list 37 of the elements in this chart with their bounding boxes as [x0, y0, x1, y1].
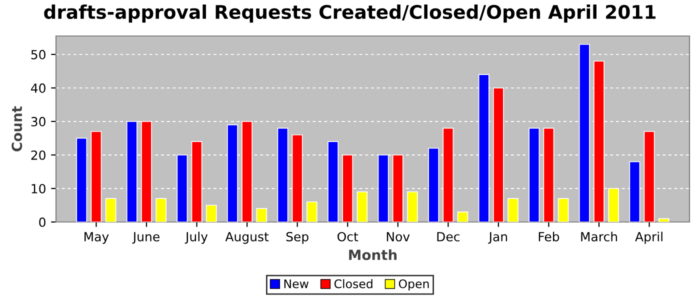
x-tick-label: August: [225, 232, 269, 244]
legend-label: New: [284, 279, 308, 288]
bar: [356, 191, 368, 222]
bar: [242, 121, 253, 222]
x-tick-label: Oct: [338, 232, 358, 242]
bar: [658, 218, 670, 222]
x-axis-title: Month: [349, 249, 397, 260]
y-tick-label: 0: [39, 217, 46, 227]
x-tick-label: April: [635, 232, 662, 244]
x-tick-label: Dec: [437, 232, 460, 242]
x-tick-label: Jan: [488, 232, 508, 244]
x-tick-label: July: [184, 232, 208, 244]
chart-title: drafts-approval Requests Created/Closed/Open April 2011: [44, 4, 656, 23]
x-tick-label: June: [132, 232, 160, 244]
x-tick-label: Nov: [386, 232, 410, 242]
y-tick-label: 30: [31, 116, 46, 126]
bar: [407, 191, 418, 222]
legend-label: Open: [398, 279, 429, 291]
bar: [256, 208, 268, 222]
bar: [206, 204, 217, 222]
y-tick-label: 40: [30, 83, 46, 93]
bar: [457, 212, 468, 222]
y-axis-title: Count: [12, 106, 22, 152]
x-tick-label: May: [84, 232, 109, 244]
y-tick-label: 20: [31, 150, 46, 160]
y-tick-label: 10: [32, 184, 46, 194]
bar: [105, 198, 116, 222]
y-tick-label: 50: [31, 50, 46, 60]
bar: [644, 131, 655, 222]
x-tick-label: Sep: [286, 232, 308, 244]
x-tick-label: Feb: [538, 232, 560, 242]
bar: [156, 198, 167, 222]
legend-label: Closed: [334, 279, 372, 288]
x-tick-label: March: [581, 232, 617, 242]
bar: [558, 198, 569, 222]
bar: [306, 201, 318, 222]
bar: [508, 198, 518, 222]
